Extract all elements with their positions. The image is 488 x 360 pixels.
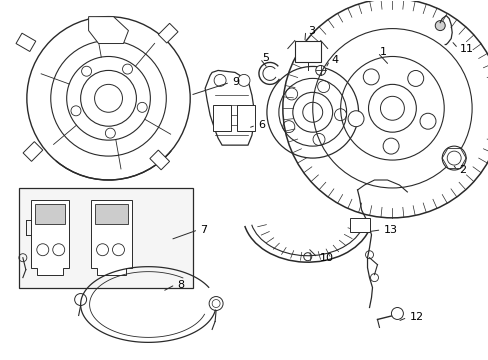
Circle shape [419, 113, 435, 129]
Text: 11: 11 [459, 44, 473, 54]
Text: 1: 1 [379, 48, 386, 58]
Circle shape [96, 244, 108, 256]
Bar [237, 105, 254, 131]
Circle shape [37, 244, 49, 256]
Bar [16, 33, 36, 51]
Polygon shape [205, 71, 254, 145]
Circle shape [238, 75, 249, 86]
Bar [94, 204, 128, 224]
Text: 4: 4 [331, 55, 338, 66]
Text: 8: 8 [177, 280, 184, 289]
Text: 9: 9 [232, 77, 239, 87]
Circle shape [347, 111, 363, 127]
Polygon shape [90, 200, 132, 275]
Text: 12: 12 [408, 312, 423, 323]
Bar [35, 204, 64, 224]
Text: 6: 6 [258, 120, 264, 130]
Text: 13: 13 [383, 225, 397, 235]
Circle shape [75, 293, 86, 306]
Circle shape [209, 297, 223, 310]
Bar [158, 23, 178, 43]
Circle shape [53, 244, 64, 256]
Text: 2: 2 [458, 165, 466, 175]
Circle shape [407, 71, 423, 86]
Bar [23, 141, 43, 161]
Bar [149, 150, 169, 170]
Circle shape [112, 244, 124, 256]
Bar [213, 105, 230, 131]
Bar [349, 218, 369, 232]
Bar [294, 41, 320, 62]
Text: 10: 10 [319, 253, 333, 263]
Circle shape [434, 21, 444, 31]
Circle shape [363, 69, 379, 85]
Text: 5: 5 [262, 54, 268, 63]
Circle shape [441, 146, 465, 170]
Text: 7: 7 [200, 225, 207, 235]
Circle shape [383, 138, 398, 154]
Circle shape [214, 75, 225, 86]
Bar [19, 188, 193, 288]
Text: 3: 3 [307, 26, 314, 36]
Polygon shape [88, 17, 128, 44]
Polygon shape [31, 200, 68, 275]
Circle shape [390, 307, 403, 319]
Circle shape [315, 66, 325, 75]
